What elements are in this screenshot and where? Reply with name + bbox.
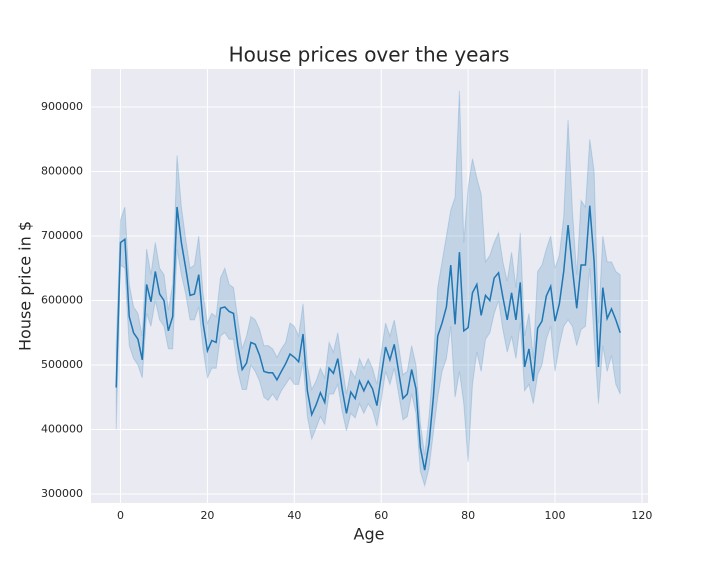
y-tick-label: 600000 [41, 294, 83, 307]
x-tick-label: 40 [287, 509, 301, 522]
x-tick-label: 20 [200, 509, 214, 522]
y-axis-label: House price in $ [16, 221, 35, 351]
x-tick-label: 80 [461, 509, 475, 522]
y-tick-label: 900000 [41, 100, 83, 113]
chart-title: House prices over the years [229, 43, 510, 67]
y-tick-label: 300000 [41, 487, 83, 500]
x-tick-label: 60 [374, 509, 388, 522]
y-tick-label: 400000 [41, 422, 83, 435]
x-axis-label: Age [354, 525, 385, 544]
y-tick-label: 500000 [41, 358, 83, 371]
confidence-band [115, 90, 621, 488]
x-tick-label: 0 [117, 509, 124, 522]
y-tick-label: 800000 [41, 165, 83, 178]
x-tick-label: 120 [631, 509, 652, 522]
line [115, 205, 621, 471]
x-tick-label: 100 [545, 509, 566, 522]
y-tick-label: 700000 [41, 229, 83, 242]
